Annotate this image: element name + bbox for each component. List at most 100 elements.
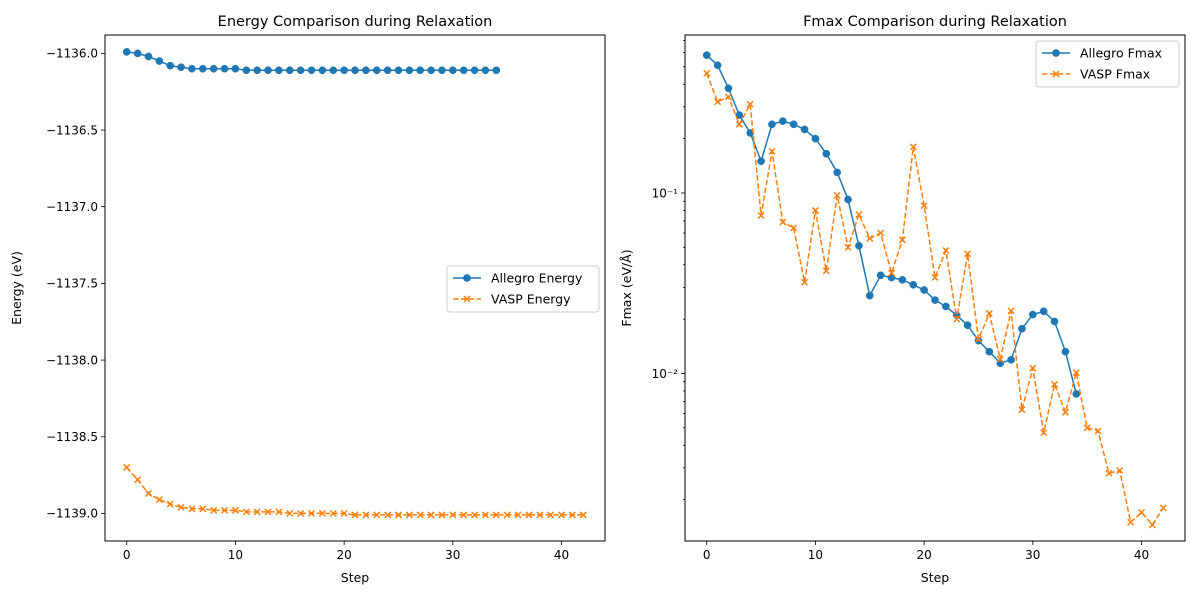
y-axis-label: Energy (eV) (9, 251, 24, 325)
data-point (974, 335, 983, 343)
data-point (557, 511, 566, 519)
data-point (307, 509, 316, 517)
data-point (297, 509, 305, 517)
data-point (275, 66, 283, 75)
data-point (210, 506, 218, 514)
data-point (405, 511, 413, 519)
data-point (286, 509, 294, 517)
data-point (789, 120, 798, 129)
data-point (844, 195, 852, 204)
data-point (931, 273, 939, 282)
x-tick-label: 10 (808, 548, 823, 562)
data-point (953, 315, 961, 323)
legend-label: Allegro Energy (491, 271, 583, 286)
data-point (963, 321, 972, 330)
legend-marker (463, 295, 471, 303)
data-point (876, 271, 885, 280)
legend-label: VASP Fmax (1080, 67, 1150, 82)
data-point (942, 302, 950, 311)
data-point (242, 508, 250, 516)
data-point (329, 66, 338, 75)
data-point (470, 66, 479, 75)
legend: Allegro Fmax VASP Fmax (1035, 40, 1180, 88)
data-point (351, 511, 359, 519)
energy-chart: 0 10 20 30 40 −1136.0 −1136.5 −1137.0 −1137.5 −11… (9, 14, 606, 585)
data-point (122, 48, 131, 56)
data-point (416, 66, 425, 75)
series-energy-vasp (123, 463, 587, 519)
data-point (877, 229, 885, 237)
data-point (768, 147, 776, 155)
data-point (384, 511, 392, 519)
data-point (394, 66, 403, 75)
data-point (492, 511, 500, 519)
data-point (703, 69, 711, 77)
chart-title: Energy Comparison during Relaxation (218, 14, 493, 30)
data-point (985, 347, 994, 356)
data-point (579, 511, 587, 519)
legend-frame (1035, 40, 1180, 88)
y-tick-label: 10⁻¹ (652, 186, 679, 200)
x-tick-label: 20 (916, 548, 931, 562)
data-point (285, 66, 294, 75)
data-point (1116, 466, 1124, 475)
plot-frame (684, 34, 1186, 542)
data-point (1061, 408, 1069, 416)
y-tick-label: −1138.0 (46, 353, 98, 367)
data-point (778, 117, 787, 125)
data-point (866, 234, 874, 242)
data-point (920, 286, 928, 294)
data-point (481, 66, 490, 75)
y-tick-label: −1136.5 (46, 123, 98, 137)
data-point (416, 511, 424, 519)
x-axis-label: Step (341, 570, 370, 585)
data-point (123, 463, 131, 471)
data-point (735, 111, 744, 119)
data-point (155, 496, 163, 504)
data-point (1028, 310, 1037, 319)
data-point (800, 125, 809, 134)
data-point (177, 503, 185, 511)
data-point (264, 508, 272, 516)
data-point (822, 149, 831, 158)
data-point (1050, 317, 1059, 326)
data-point (318, 509, 326, 517)
legend-label: Allegro Fmax (1080, 46, 1162, 61)
data-point (459, 66, 468, 75)
data-point (231, 506, 239, 514)
data-point (768, 120, 776, 129)
data-point (1040, 429, 1048, 437)
x-tick-label: 30 (445, 548, 460, 562)
data-point (155, 57, 164, 65)
data-point (177, 63, 185, 72)
data-point (942, 246, 950, 255)
data-point (1072, 390, 1081, 398)
legend-marker (463, 274, 471, 282)
data-point (362, 66, 370, 75)
data-point (351, 66, 359, 75)
x-tick-label: 10 (228, 548, 243, 562)
y-tick-label: −1139.0 (46, 507, 98, 521)
data-point (373, 511, 381, 519)
data-point (898, 236, 906, 244)
data-point (481, 511, 489, 519)
data-point (855, 210, 863, 219)
data-point (503, 511, 511, 519)
data-point (1018, 406, 1026, 414)
data-point (735, 120, 743, 128)
data-point (438, 66, 446, 75)
data-point (985, 309, 993, 317)
data-point (855, 241, 863, 250)
data-point (525, 511, 533, 519)
data-point (757, 211, 765, 220)
data-point (887, 269, 896, 277)
data-point (318, 66, 327, 75)
data-point (844, 243, 852, 251)
data-point (1018, 324, 1026, 333)
data-point (438, 511, 446, 519)
data-point (275, 508, 283, 516)
legend-marker (1052, 70, 1060, 78)
data-point (1137, 508, 1146, 516)
data-point (1159, 504, 1167, 512)
